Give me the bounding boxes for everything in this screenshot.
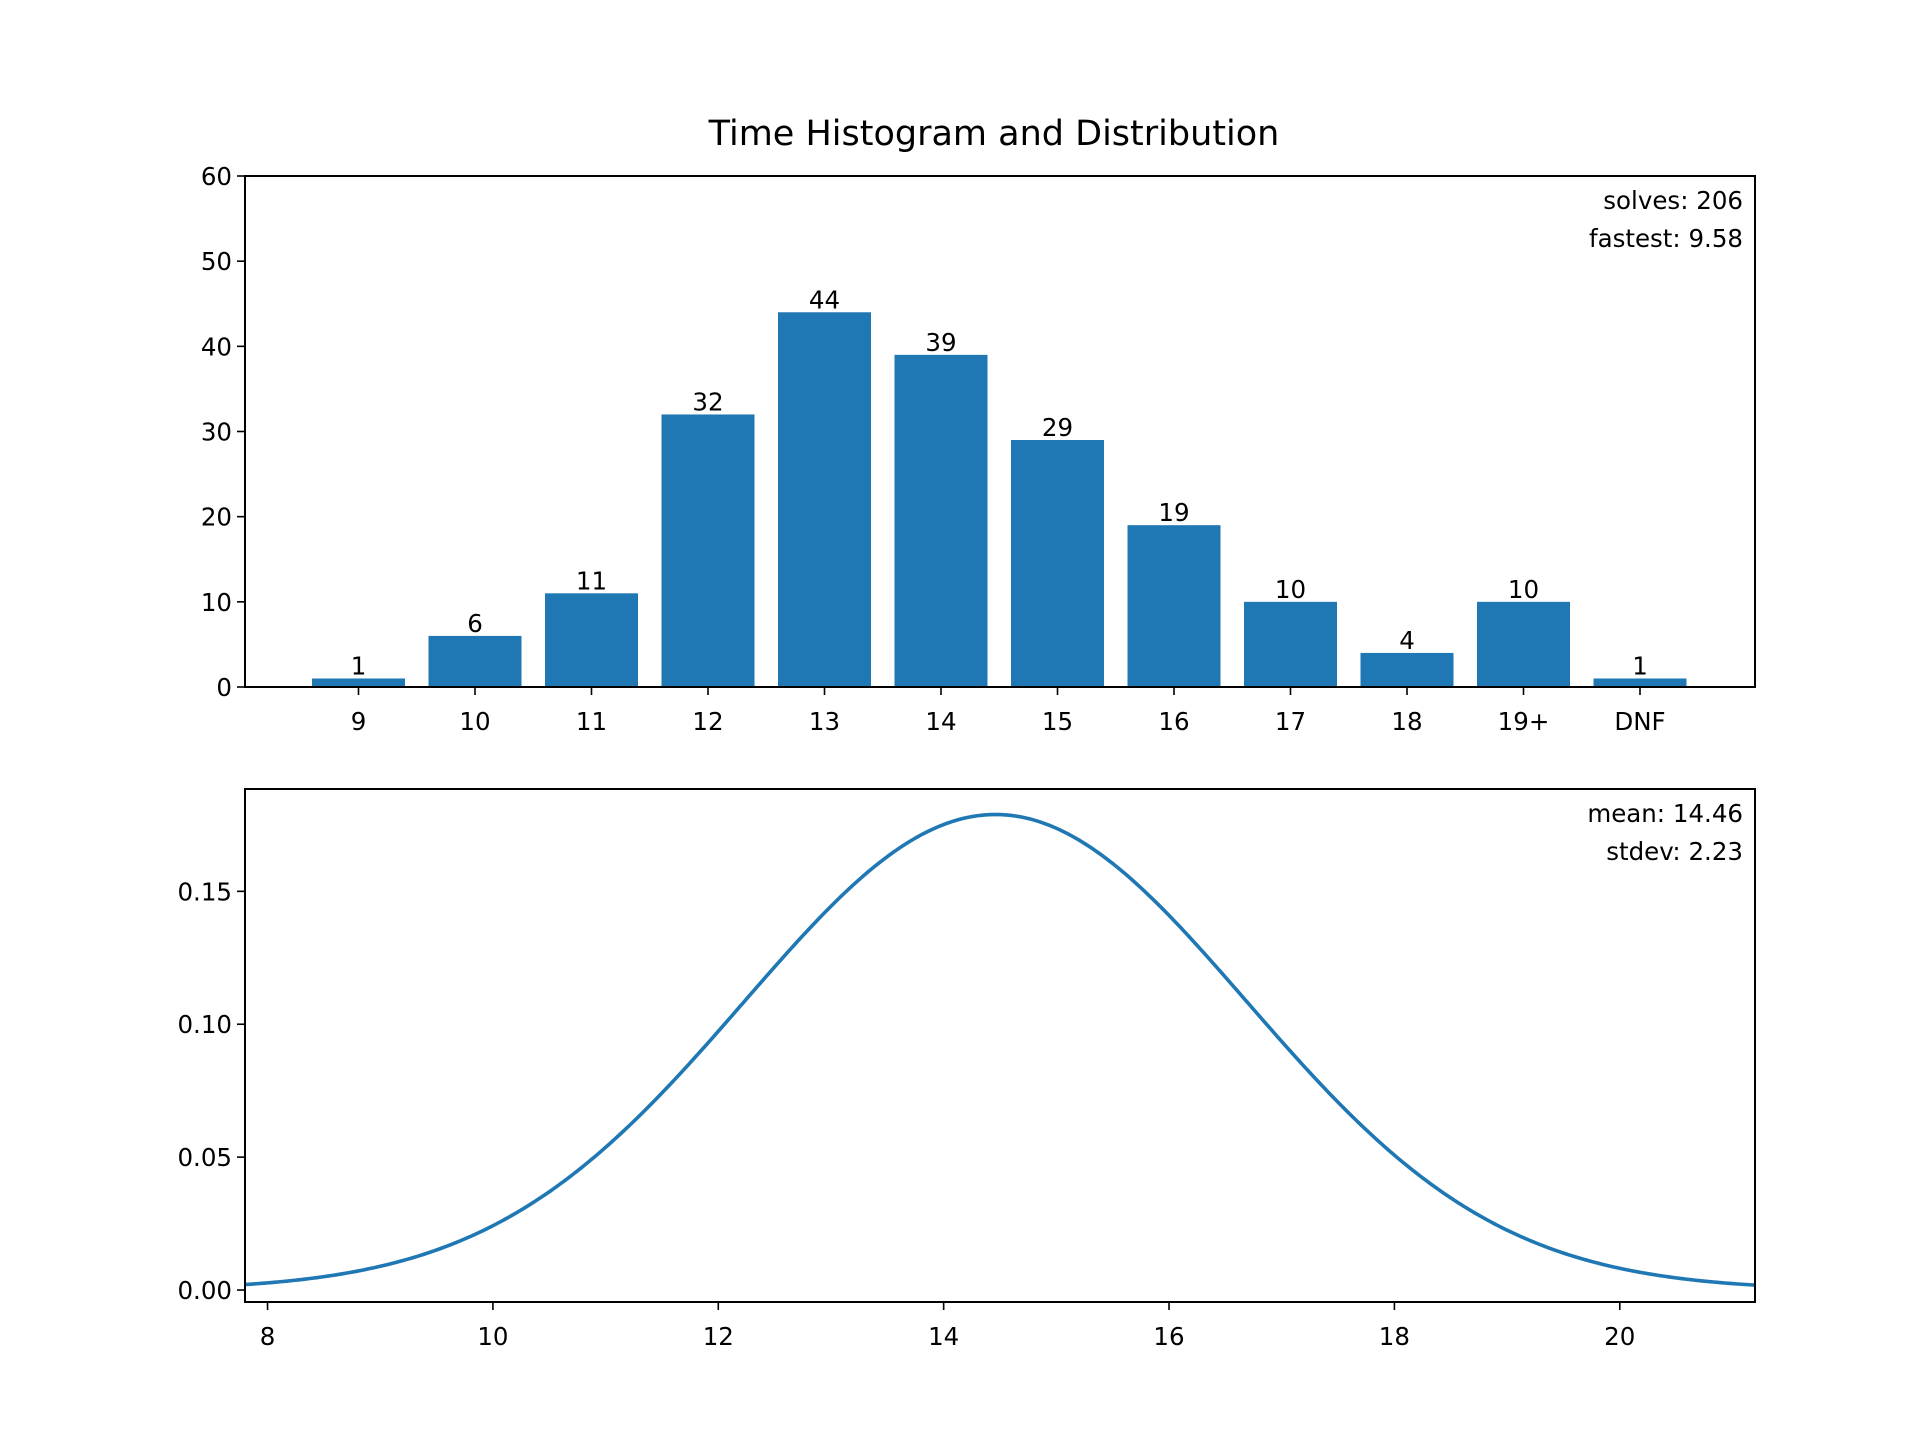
distribution-y-ticks: 0.00 0.05 0.10 0.15 — [177, 877, 245, 1305]
bar-value-label-16: 19 — [1158, 498, 1189, 527]
histogram-bar-18 — [1360, 652, 1454, 687]
x-tick-label-16: 16 — [1153, 1322, 1184, 1351]
x-tick-label-15: 15 — [1042, 707, 1073, 736]
y-tick-label-0.15: 0.15 — [177, 877, 232, 906]
histogram-bar-16 — [1127, 525, 1221, 687]
bar-value-label-17: 10 — [1275, 575, 1306, 604]
bar-value-label-12: 32 — [692, 387, 723, 416]
bar-value-label-10: 6 — [467, 609, 483, 638]
distribution-axes-frame — [244, 788, 1756, 1303]
x-tick-label-8: 8 — [260, 1322, 276, 1351]
y-tick-label-10: 10 — [201, 588, 232, 617]
x-tick-label-13: 13 — [809, 707, 840, 736]
bar-value-label-11: 11 — [576, 566, 607, 595]
histogram-bar-13 — [778, 312, 871, 687]
y-tick-label-0.10: 0.10 — [177, 1010, 232, 1039]
chart-title: Time Histogram and Distribution — [708, 114, 1280, 154]
bar-value-label-9: 1 — [351, 651, 367, 680]
bar-value-label-14: 39 — [925, 328, 956, 357]
solves-count-annotation: solves: 206 — [1603, 186, 1743, 215]
distribution-panel: 8 10 12 14 16 18 20 0.00 0.05 0.10 0.15 mean: 14.… — [177, 788, 1756, 1351]
histogram-bar-12 — [661, 414, 755, 687]
histogram-bar-DNF — [1593, 678, 1687, 687]
stdev-annotation: stdev: 2.23 — [1606, 837, 1743, 866]
histogram-bar-9 — [312, 678, 405, 687]
bar-value-label-19+: 10 — [1508, 575, 1539, 604]
y-tick-label-30: 30 — [201, 418, 232, 447]
x-tick-label-20: 20 — [1604, 1322, 1635, 1351]
normal-distribution-curve — [244, 812, 1756, 1287]
bar-value-label-13: 44 — [809, 285, 840, 314]
x-tick-label-18: 18 — [1391, 707, 1422, 736]
x-tick-label-12: 12 — [703, 1322, 734, 1351]
y-tick-label-0: 0 — [216, 673, 232, 702]
x-tick-label-18: 18 — [1379, 1322, 1410, 1351]
histogram-bar-14 — [894, 354, 988, 687]
bar-value-label-DNF: 1 — [1632, 651, 1648, 680]
mean-annotation: mean: 14.46 — [1587, 799, 1743, 828]
x-tick-label-12: 12 — [692, 707, 723, 736]
histogram-bar-17 — [1244, 601, 1337, 687]
histogram-bar-labels: 1 6 11 32 44 39 29 19 10 4 10 1 — [351, 285, 1648, 680]
x-tick-label-DNF: DNF — [1614, 707, 1665, 736]
histogram-y-ticks: 0 10 20 30 40 50 60 — [201, 162, 245, 702]
histogram-bar-19+ — [1477, 601, 1570, 687]
histogram-bars — [312, 312, 1687, 687]
bar-value-label-18: 4 — [1399, 626, 1415, 655]
x-tick-label-11: 11 — [576, 707, 607, 736]
y-tick-label-20: 20 — [201, 503, 232, 532]
x-tick-label-14: 14 — [928, 1322, 959, 1351]
x-tick-label-10: 10 — [477, 1322, 508, 1351]
histogram-x-ticks: 9 10 11 12 13 14 15 16 17 18 19+ DNF — [351, 687, 1666, 736]
fastest-time-annotation: fastest: 9.58 — [1589, 224, 1743, 253]
y-tick-label-0.05: 0.05 — [177, 1143, 232, 1172]
y-tick-label-40: 40 — [201, 332, 232, 361]
y-tick-label-60: 60 — [201, 162, 232, 191]
x-tick-label-9: 9 — [351, 707, 367, 736]
histogram-bar-15 — [1011, 440, 1104, 687]
x-tick-label-10: 10 — [459, 707, 490, 736]
x-tick-label-19+: 19+ — [1498, 707, 1550, 736]
y-tick-label-0.00: 0.00 — [177, 1276, 232, 1305]
x-tick-label-14: 14 — [925, 707, 956, 736]
histogram-bar-10 — [428, 635, 522, 687]
distribution-x-ticks: 8 10 12 14 16 18 20 — [260, 1302, 1635, 1351]
bar-value-label-15: 29 — [1042, 413, 1073, 442]
y-tick-label-50: 50 — [201, 247, 232, 276]
x-tick-label-17: 17 — [1275, 707, 1306, 736]
histogram-bar-11 — [545, 593, 638, 687]
x-tick-label-16: 16 — [1158, 707, 1189, 736]
